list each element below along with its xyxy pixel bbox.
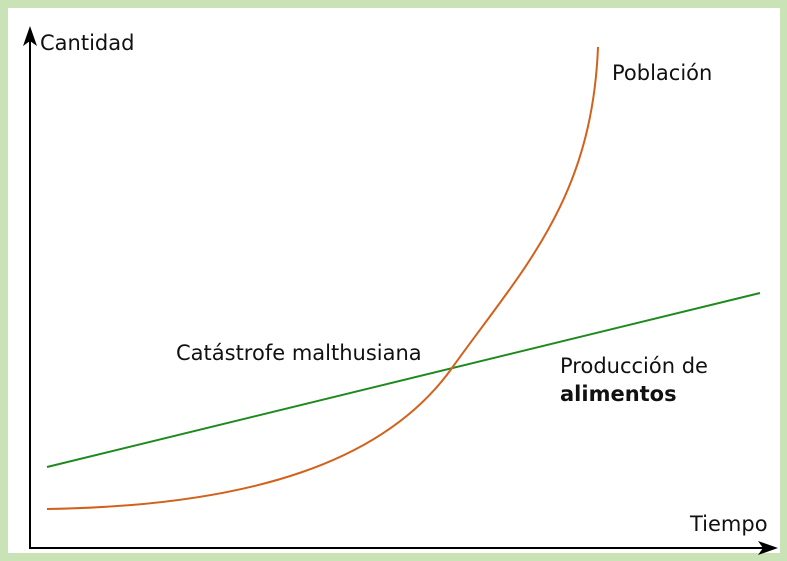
food-label: alimentos — [560, 382, 677, 406]
food-line — [46, 292, 761, 468]
x-label: Tiempo — [689, 512, 768, 536]
y-label: Cantidad — [40, 31, 134, 55]
canvas — [8, 8, 780, 553]
food-label: Producción de — [560, 354, 708, 378]
x-arrow — [758, 541, 778, 555]
y-arrow — [23, 26, 37, 46]
population-label: Población — [612, 61, 712, 85]
annotation: Catástrofe malthusiana — [176, 341, 422, 365]
population-curve — [46, 46, 599, 510]
